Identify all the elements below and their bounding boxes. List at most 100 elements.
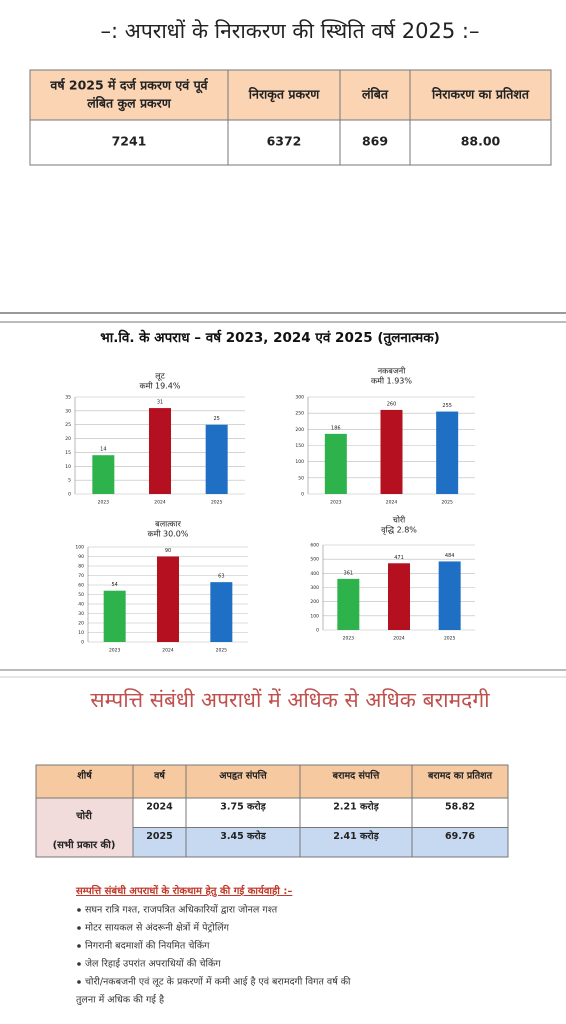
action-item: निगरानी बदमाशों की नियमित चेकिंग [85, 940, 210, 952]
table-cell [339, 69, 411, 121]
table-header: लंबित कुल प्रकरण [86, 96, 172, 112]
table-cell [409, 119, 552, 166]
table-header: वर्ष 2025 में दर्ज प्रकरण एवं पूर्व [49, 78, 208, 94]
value-label: 14 [100, 447, 106, 453]
chart-title: लूट [155, 372, 165, 382]
bullet [77, 944, 81, 948]
bullet [77, 980, 81, 984]
bar [380, 409, 403, 494]
bar [149, 408, 171, 494]
table-cell-text: 3.45 करोड [220, 830, 266, 842]
table-cell-text: 7241 [112, 134, 147, 149]
table-head-cell: (सभी प्रकार की) [53, 838, 116, 851]
y-tick-label: 300 [310, 585, 319, 591]
y-tick-label: 100 [295, 459, 304, 465]
table-cell-text: 58.82 [445, 802, 475, 813]
y-tick-label: 100 [310, 613, 319, 619]
bar [324, 433, 347, 494]
table-cell-text: 2.41 करोड़ [333, 830, 379, 842]
actions-title: सम्पत्ति संबंधी अपराधों के रोकथाम हेतु क… [75, 884, 292, 897]
y-tick-label: 70 [78, 573, 84, 579]
value-label: 31 [157, 400, 163, 406]
y-tick-label: 10 [78, 630, 84, 636]
y-tick-label: 300 [295, 395, 304, 401]
table-cell [411, 764, 509, 799]
x-tick-label: 2025 [444, 636, 456, 642]
y-tick-label: 50 [78, 592, 84, 598]
x-tick-label: 2024 [386, 500, 398, 506]
action-item: जेल रिहाई उपरांत अपराधियों की चेकिंग [85, 958, 221, 970]
chart-title: बलात्कार [155, 520, 181, 529]
value-label: 471 [394, 555, 404, 561]
table-cell [299, 764, 413, 799]
table-header: लंबित [361, 87, 389, 102]
x-tick-label: 2023 [330, 500, 342, 506]
action-item: चोरी/नकबजनी एवं लूट के प्रकरणों में कमी … [85, 976, 351, 988]
table-cell-text: 69.76 [445, 831, 475, 842]
y-tick-label: 400 [310, 571, 319, 577]
table-header: अपहृत संपत्ति [219, 770, 267, 782]
x-tick-label: 2025 [216, 648, 228, 654]
y-tick-label: 50 [298, 475, 304, 481]
x-tick-label: 2023 [98, 500, 110, 506]
x-tick-label: 2025 [211, 500, 223, 506]
y-tick-label: 0 [316, 628, 319, 634]
value-label: 54 [111, 582, 117, 588]
y-tick-label: 30 [65, 408, 71, 414]
page-title: –: अपराधों के निराकरण की स्थिति वर्ष 202… [101, 19, 480, 43]
table-cell [35, 797, 134, 858]
table-cell [299, 827, 413, 858]
table-cell-text: 2.21 करोड़ [333, 801, 379, 813]
action-item: तुलना में अधिक की गई है [76, 994, 165, 1006]
chart-title: चोरी [393, 515, 406, 525]
bar [205, 424, 228, 494]
value-label: 255 [442, 403, 452, 409]
bar [337, 578, 360, 630]
bar [92, 455, 115, 494]
table-header: बरामद संपत्ति [332, 770, 380, 782]
table-cell [185, 764, 301, 799]
value-label: 260 [387, 401, 397, 407]
y-tick-label: 10 [65, 464, 71, 470]
y-tick-label: 60 [78, 583, 84, 589]
bullet [77, 908, 81, 912]
value-label: 484 [445, 553, 455, 559]
y-tick-label: 30 [78, 611, 84, 617]
table-header: निराकरण का प्रतिशत [431, 87, 530, 102]
table-cell [409, 69, 552, 121]
action-item: सघन रात्रि गश्त, राजपत्रित अधिकारियों द्… [85, 904, 278, 916]
table-header: वर्ष [153, 770, 166, 782]
table-header: शीर्ष [77, 770, 92, 782]
value-label: 90 [165, 548, 171, 554]
y-tick-label: 500 [310, 557, 319, 563]
table-cell [299, 797, 413, 828]
table-cell [29, 69, 229, 121]
table-cell [35, 764, 134, 799]
y-tick-label: 0 [68, 492, 71, 498]
chart-subtitle: वृद्धि 2.8% [381, 525, 417, 536]
y-tick-label: 90 [78, 554, 84, 560]
value-label: 186 [331, 425, 341, 431]
x-tick-label: 2023 [343, 636, 355, 642]
bar [438, 561, 461, 630]
x-tick-label: 2024 [162, 648, 174, 654]
chart-subtitle: कमी 30.0% [148, 529, 189, 539]
y-tick-label: 0 [301, 492, 304, 498]
y-tick-label: 0 [81, 640, 84, 646]
y-tick-label: 5 [68, 478, 71, 484]
y-tick-label: 200 [310, 599, 319, 605]
table-head-cell: चोरी [75, 809, 92, 822]
table-cell [29, 119, 229, 166]
y-tick-label: 20 [65, 436, 71, 442]
y-tick-label: 600 [310, 543, 319, 549]
table-cell-text: 88.00 [461, 134, 501, 149]
value-label: 63 [218, 574, 224, 580]
table-cell-text: 6372 [267, 134, 302, 149]
y-tick-label: 100 [75, 545, 84, 551]
y-tick-label: 250 [295, 411, 304, 417]
bar [436, 411, 459, 494]
bar [210, 582, 233, 642]
x-tick-label: 2024 [393, 636, 405, 642]
table-header: बरामद का प्रतिशत [427, 770, 493, 782]
